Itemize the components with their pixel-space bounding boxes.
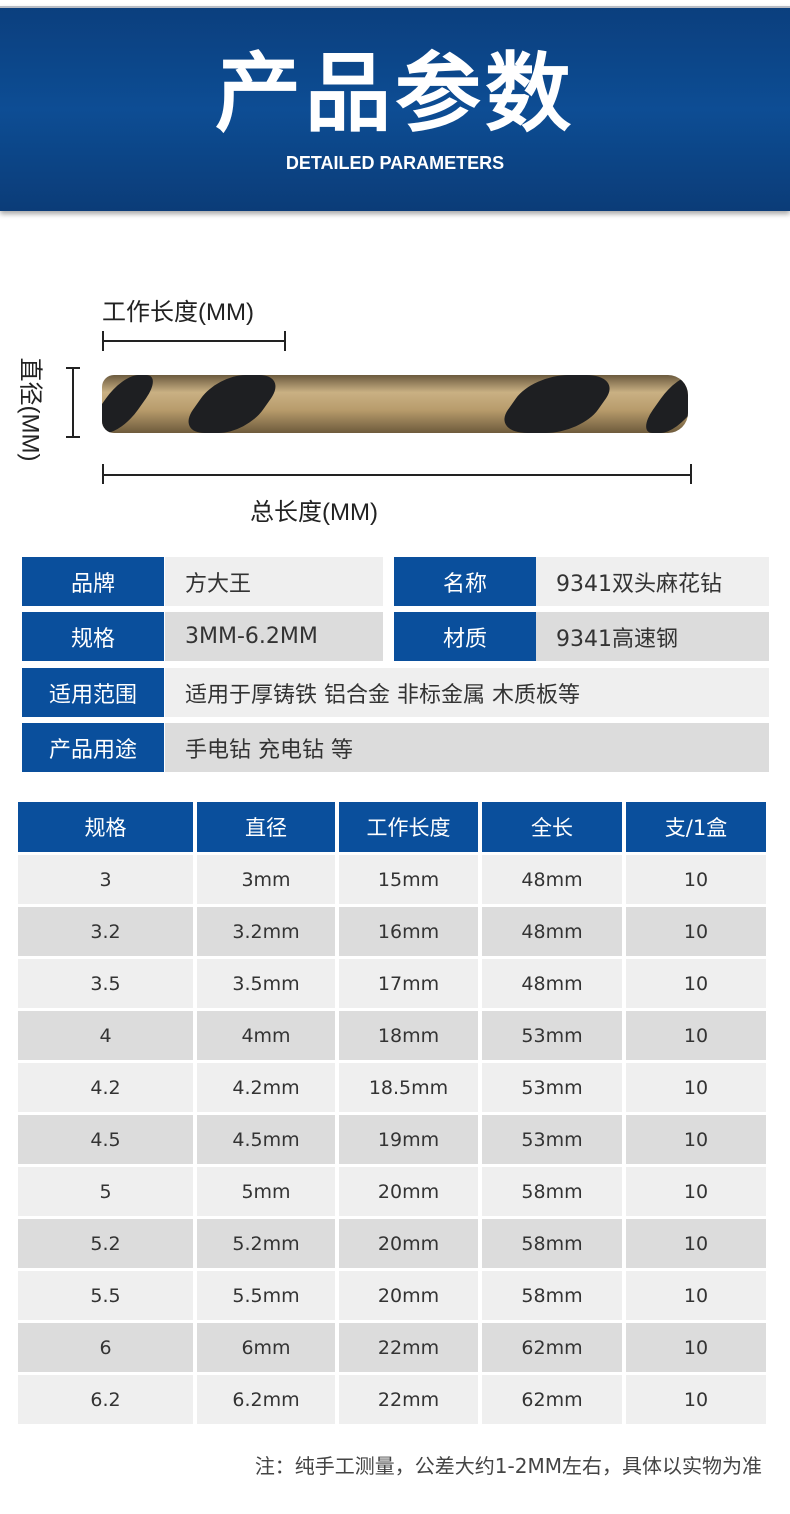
table-cell: 6.2mm: [197, 1375, 335, 1424]
tick: [66, 367, 80, 369]
table-header-cell: 直径: [197, 802, 335, 852]
table-cell: 10: [626, 1167, 766, 1216]
table-cell: 10: [626, 855, 766, 904]
table-cell: 6mm: [197, 1323, 335, 1372]
table-cell: 3: [18, 855, 193, 904]
table-cell: 3.2mm: [197, 907, 335, 956]
table-cell: 20mm: [339, 1271, 478, 1320]
drill-bit-image: [102, 375, 688, 433]
tick: [102, 464, 104, 484]
tick: [690, 464, 692, 484]
param-value: 适用于厚铸铁 铝合金 非标金属 木质板等: [165, 668, 769, 717]
table-cell: 5.5: [18, 1271, 193, 1320]
table-header-cell: 工作长度: [339, 802, 478, 852]
table-cell: 4.5: [18, 1115, 193, 1164]
table-cell: 16mm: [339, 907, 478, 956]
tick: [102, 331, 104, 351]
table-cell: 18mm: [339, 1011, 478, 1060]
table-cell: 5: [18, 1167, 193, 1216]
table-cell: 53mm: [482, 1011, 622, 1060]
tick: [66, 436, 80, 438]
table-cell: 62mm: [482, 1375, 622, 1424]
table-cell: 10: [626, 959, 766, 1008]
table-cell: 48mm: [482, 959, 622, 1008]
table-header-cell: 全长: [482, 802, 622, 852]
table-cell: 17mm: [339, 959, 478, 1008]
table-cell: 58mm: [482, 1271, 622, 1320]
table-cell: 20mm: [339, 1167, 478, 1216]
param-value: 手电钻 充电钻 等: [165, 723, 769, 772]
param-value: 3MM-6.2MM: [165, 612, 383, 661]
page-subtitle: DETAILED PARAMETERS: [285, 153, 505, 173]
table-cell: 4.2: [18, 1063, 193, 1112]
working-length-line: [102, 340, 286, 342]
table-cell: 5.2: [18, 1219, 193, 1268]
table-cell: 20mm: [339, 1219, 478, 1268]
table-cell: 53mm: [482, 1063, 622, 1112]
footnote: 注：纯手工测量，公差大约1-2MM左右，具体以实物为准: [254, 1454, 762, 1478]
table-cell: 58mm: [482, 1167, 622, 1216]
table-cell: 22mm: [339, 1375, 478, 1424]
table-cell: 22mm: [339, 1323, 478, 1372]
total-length-line: [102, 474, 692, 476]
table-header-cell: 支/1盒: [626, 802, 766, 852]
table-cell: 19mm: [339, 1115, 478, 1164]
table-cell: 3.5mm: [197, 959, 335, 1008]
table-cell: 5mm: [197, 1167, 335, 1216]
table-cell: 18.5mm: [339, 1063, 478, 1112]
tick: [284, 331, 286, 351]
table-cell: 10: [626, 1375, 766, 1424]
table-cell: 4mm: [197, 1011, 335, 1060]
page-title: 产品参数: [215, 44, 575, 144]
table-cell: 58mm: [482, 1219, 622, 1268]
table-cell: 62mm: [482, 1323, 622, 1372]
table-cell: 4.2mm: [197, 1063, 335, 1112]
table-cell: 10: [626, 1011, 766, 1060]
table-cell: 53mm: [482, 1115, 622, 1164]
table-cell: 6.2: [18, 1375, 193, 1424]
table-cell: 15mm: [339, 855, 478, 904]
table-cell: 10: [626, 1219, 766, 1268]
diameter-line: [72, 367, 74, 437]
header-banner: 产品参数 DETAILED PARAMETERS: [0, 6, 790, 211]
table-cell: 6: [18, 1323, 193, 1372]
param-label: 品牌: [22, 557, 164, 606]
table-cell: 4.5mm: [197, 1115, 335, 1164]
table-cell: 48mm: [482, 907, 622, 956]
param-value: 9341高速钢: [536, 612, 769, 661]
table-cell: 10: [626, 1323, 766, 1372]
param-label: 产品用途: [22, 723, 164, 772]
param-label: 材质: [394, 612, 536, 661]
param-label: 名称: [394, 557, 536, 606]
working-length-label: 工作长度(MM): [102, 299, 254, 326]
param-value: 方大王: [165, 557, 383, 606]
param-label: 适用范围: [22, 668, 164, 717]
table-cell: 10: [626, 1063, 766, 1112]
table-header-cell: 规格: [18, 802, 193, 852]
table-cell: 5.2mm: [197, 1219, 335, 1268]
table-cell: 48mm: [482, 855, 622, 904]
table-cell: 3.2: [18, 907, 193, 956]
table-cell: 3mm: [197, 855, 335, 904]
table-cell: 10: [626, 1271, 766, 1320]
diameter-label: 直径(MM): [16, 357, 44, 462]
param-label: 规格: [22, 612, 164, 661]
table-cell: 3.5: [18, 959, 193, 1008]
param-value: 9341双头麻花钻: [536, 557, 769, 606]
table-cell: 10: [626, 907, 766, 956]
table-cell: 5.5mm: [197, 1271, 335, 1320]
total-length-label: 总长度(MM): [250, 499, 378, 526]
table-cell: 10: [626, 1115, 766, 1164]
table-cell: 4: [18, 1011, 193, 1060]
